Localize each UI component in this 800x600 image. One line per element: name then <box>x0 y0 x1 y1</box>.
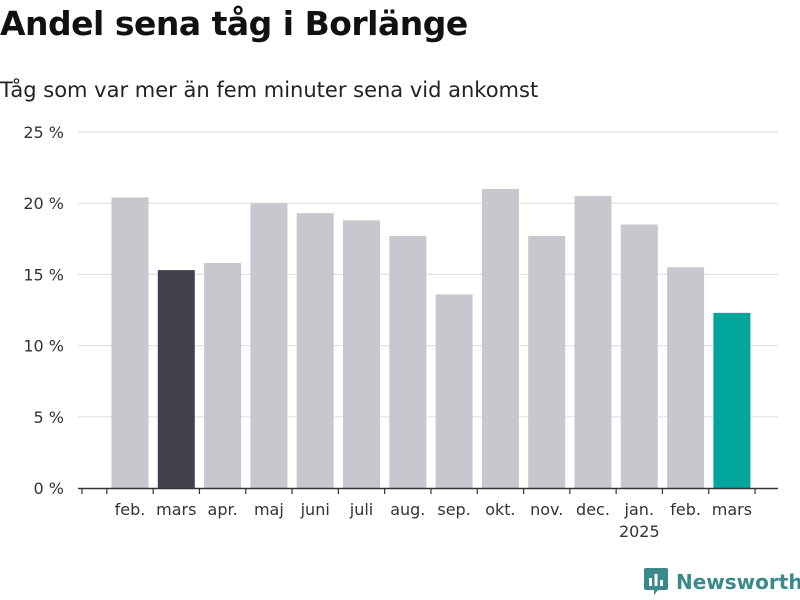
x-tick-label: feb. <box>115 500 146 519</box>
chart-subtitle: Tåg som var mer än fem minuter sena vid … <box>0 78 539 102</box>
bar-dec. <box>574 196 612 488</box>
x-tick-label: okt. <box>485 500 515 519</box>
x-tick-label: aug. <box>390 500 425 519</box>
bar-feb. <box>111 197 149 488</box>
bar-apr. <box>204 263 242 488</box>
y-tick-label: 5 % <box>34 408 64 427</box>
y-axis-ticks: 0 % 5 % 10 % 15 % 20 % 25 % <box>23 123 64 498</box>
x-tick-label: juni <box>300 500 330 519</box>
x-tick-label: sep. <box>437 500 470 519</box>
bar-mars <box>157 270 195 488</box>
bar-juli <box>343 220 380 488</box>
y-tick-label: 15 % <box>23 265 64 284</box>
y-tick-label: 20 % <box>23 194 64 213</box>
x-tick-label: mars <box>712 500 752 519</box>
bar-sep. <box>435 294 473 488</box>
x-tick-label: maj <box>254 500 284 519</box>
y-tick-label: 0 % <box>34 479 64 498</box>
chart-title: Andel sena tåg i Borlänge <box>0 4 468 43</box>
bar-nov. <box>528 235 566 488</box>
x-tick-label: mars <box>156 500 196 519</box>
x-tick-label: jan. <box>624 500 654 519</box>
x-tick-label: apr. <box>208 500 238 519</box>
bar-mars <box>713 312 751 488</box>
bar-okt. <box>481 188 519 488</box>
bars <box>111 188 751 488</box>
y-tick-label: 10 % <box>23 337 64 356</box>
y-tick-label: 25 % <box>23 123 64 142</box>
x-tick-label: juli <box>349 500 373 519</box>
x-tick-label: feb. <box>670 500 701 519</box>
bar-juni <box>296 213 334 488</box>
bar-jan. <box>620 224 658 488</box>
newsworthy-logo-text: Newsworthy <box>676 570 800 594</box>
x-tick-label: dec. <box>576 500 610 519</box>
bar-maj <box>250 203 288 488</box>
bar-feb. <box>667 267 705 488</box>
x-tick-label: nov. <box>530 500 563 519</box>
newsworthy-logo-icon <box>644 568 668 595</box>
newsworthy-logo: Newsworthy <box>644 568 800 596</box>
bar-chart: 0 %5 %10 %15 %20 %25 % feb. mars apr. maj ju… <box>23 123 778 541</box>
bar-aug. <box>389 235 427 488</box>
x-axis <box>78 487 778 494</box>
x-axis-labels: feb. mars apr. maj juni juli aug. sep. okt. nov. d… <box>115 500 752 541</box>
x-year-label: 2025 <box>619 522 660 541</box>
